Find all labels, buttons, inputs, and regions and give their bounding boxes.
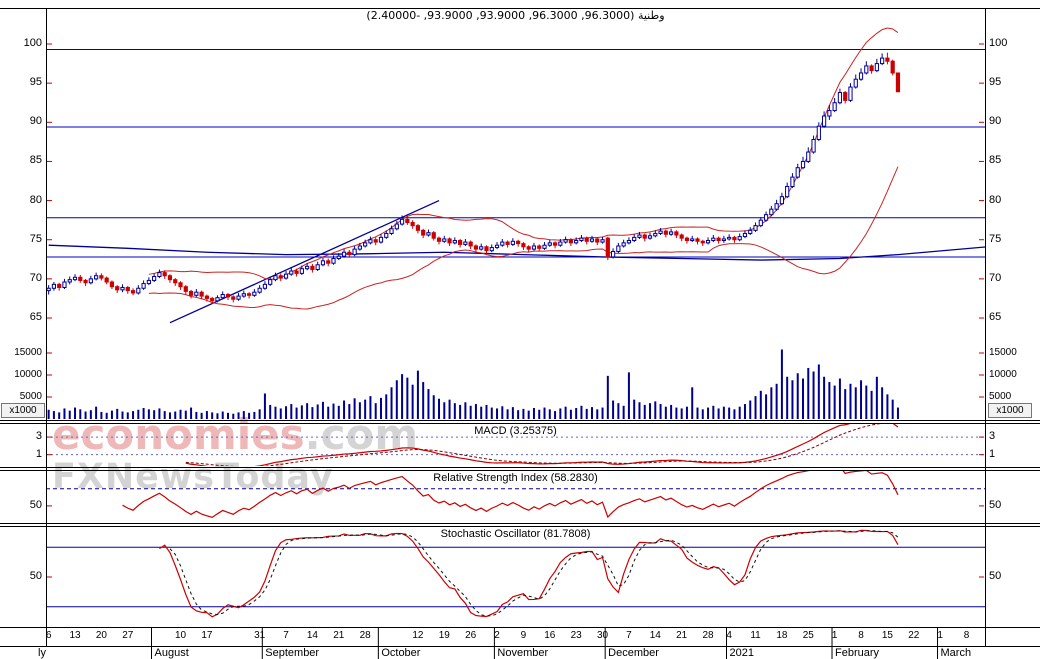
volume-unit-box-right: x1000 xyxy=(988,403,1032,418)
volume-unit-box-left: x1000 xyxy=(1,403,45,418)
